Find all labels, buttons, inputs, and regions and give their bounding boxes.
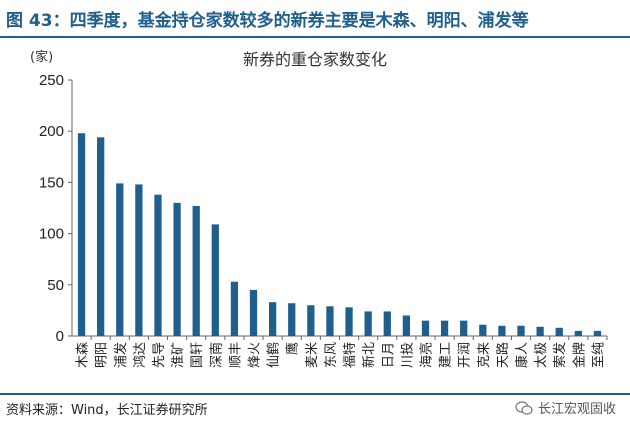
x-tick-label-23: 天路: [495, 342, 511, 368]
bar-2: [97, 137, 105, 336]
x-tick-label-22: 克来: [477, 342, 492, 368]
x-tick-label-13: 麦米: [305, 342, 320, 368]
chart-title: 新券的重仓家数变化: [242, 50, 387, 69]
brand-watermark: 长江宏观固收: [515, 398, 616, 417]
source-note: 资料来源：Wind，长江证券研究所: [6, 403, 208, 418]
bar-22: [479, 324, 487, 336]
bar-10: [249, 289, 258, 336]
x-tick-label-26: 索发: [552, 342, 568, 368]
x-tick-label-9: 顺丰: [228, 342, 243, 368]
x-tick-label-5: 先导: [152, 342, 167, 368]
y-tick-label: 100: [39, 226, 64, 243]
x-tick-label-25: 太极: [534, 342, 549, 368]
x-tick-label-11: 仙鹤: [266, 342, 282, 368]
bar-28: [593, 330, 602, 336]
x-tick-label-19: 海亮: [418, 342, 434, 368]
x-tick-label-7: 国轩: [190, 342, 205, 368]
bar-7: [192, 205, 200, 336]
bar-14: [326, 306, 334, 336]
x-tick-label-28: 至纯: [591, 342, 606, 368]
figure-title: 图 43：四季度，基金持仓家数较多的新券主要是木森、明阳、浦发等: [6, 11, 529, 31]
bar-4: [135, 184, 143, 336]
x-tick-label-20: 建工: [439, 342, 454, 368]
bar-8: [211, 224, 219, 336]
x-tick-label-16: 新北: [361, 342, 377, 368]
bar-24: [517, 325, 525, 336]
bar-12: [288, 303, 296, 336]
bar-19: [421, 320, 430, 336]
x-tick-label-15: 福特: [343, 342, 358, 368]
bar-17: [383, 311, 391, 336]
x-tick-label-12: 鹰: [285, 342, 301, 355]
x-tick-label-27: 金牌: [571, 342, 587, 368]
x-tick-label-1: 木森: [76, 342, 91, 368]
x-tick-label-17: 日月: [381, 342, 396, 368]
x-tick-label-10: 烽火: [248, 342, 263, 368]
bar-5: [154, 194, 162, 336]
x-tick-label-21: 开润: [458, 342, 473, 368]
bar-18: [402, 315, 411, 336]
bar-6: [173, 202, 181, 336]
bar-9: [230, 281, 239, 336]
y-axis-unit-label: (家): [30, 50, 54, 65]
bar-chart: 0 50 100 150 200 250 木森 明阳 浦发 鸿达 先导 淮矿 国轩 深南 顺丰 烽火 仙鹤鹰麦米…: [39, 72, 608, 368]
x-tick-label-18: 川投: [399, 342, 415, 368]
bar-15: [345, 307, 353, 336]
bar-27: [574, 330, 582, 336]
bar-23: [498, 325, 506, 336]
x-tick-label-2: 明阳: [95, 342, 110, 368]
bar-13: [307, 305, 315, 336]
y-tick-label: 0: [56, 328, 64, 345]
x-tick-label-14: 东风: [324, 342, 339, 368]
x-tick-label-24: 康人: [514, 342, 530, 368]
y-tick-label: 250: [39, 72, 64, 89]
x-tick-label-6: 淮矿: [171, 342, 186, 368]
bar-20: [440, 320, 449, 336]
bar-21: [460, 320, 468, 336]
figure-footer: 资料来源：Wind，长江证券研究所 长江宏观固收: [0, 393, 630, 422]
y-tick-label: 150: [39, 174, 64, 191]
figure-header: 图 43：四季度，基金持仓家数较多的新券主要是木森、明阳、浦发等: [0, 0, 630, 38]
x-tick-label-4: 鸿达: [132, 342, 148, 368]
bar-25: [536, 326, 544, 336]
bar-3: [116, 183, 124, 336]
x-tick-label-3: 浦发: [113, 342, 129, 368]
x-tick-label-8: 深南: [208, 342, 224, 368]
bar-26: [555, 327, 563, 336]
y-tick-label: 50: [47, 277, 64, 294]
bar-11: [268, 302, 277, 336]
bar-16: [364, 311, 372, 336]
bar-1: [77, 133, 86, 336]
wechat-icon: [515, 401, 533, 415]
brand-name: 长江宏观固收: [537, 402, 616, 417]
y-tick-label: 200: [39, 123, 64, 140]
